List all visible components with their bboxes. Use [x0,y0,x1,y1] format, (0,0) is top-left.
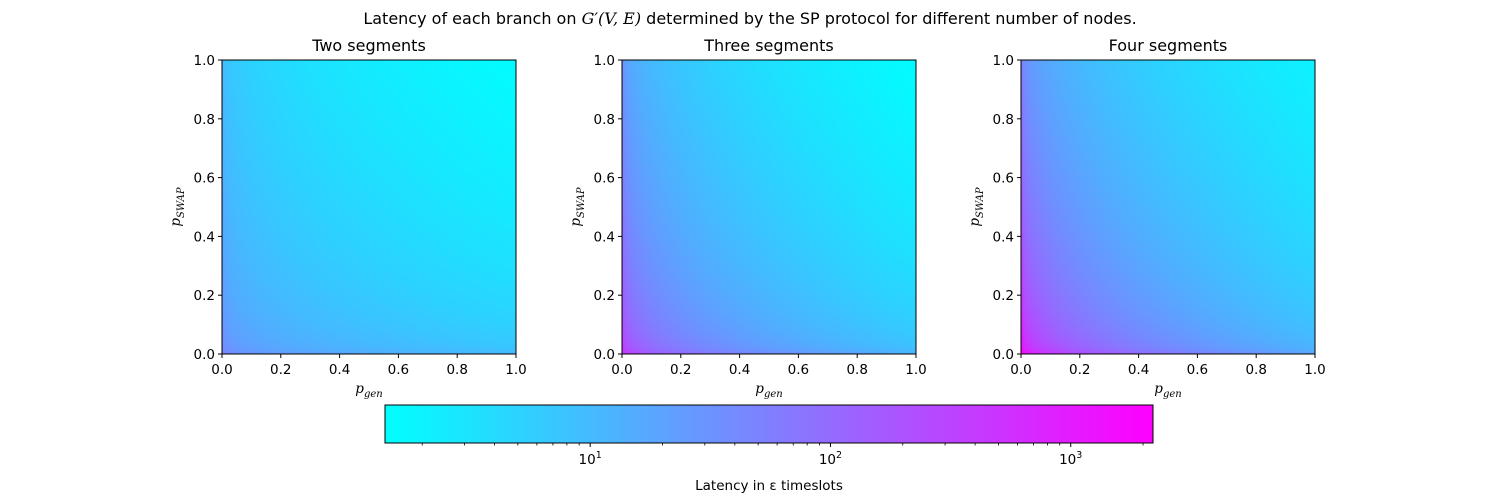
colorbar-gradient [384,404,1154,444]
y-tick-label: 0.0 [594,347,615,363]
subplot-3: Four segments 0.0 0.2 0.4 0.6 0.8 1.0 0.0 0.2 0.4… [967,36,1326,400]
y-tick-label: 0.0 [194,347,215,363]
colorbar-tick-label: 101 [579,450,602,468]
x-tick-label: 0.8 [446,362,467,378]
subplot-title: Three segments [703,36,833,55]
x-tick-label: 0.0 [1010,362,1031,378]
y-tick-label: 1.0 [194,53,215,69]
x-tick-label: 0.2 [1069,362,1090,378]
subplot-1: Two segments 0.0 0.2 0.4 0.6 0.8 1.0 0.0 0.2 0.4 0… [168,36,527,400]
x-tick-label: 1.0 [505,362,526,378]
y-tick-label: 0.8 [194,112,215,128]
x-tick-label: 0.6 [788,362,809,378]
x-tick-label: 0.6 [1187,362,1208,378]
y-tick-label: 1.0 [993,53,1014,69]
y-tick-label: 0.4 [993,229,1014,245]
x-tick-label: 0.4 [729,362,750,378]
y-tick-label: 0.8 [993,112,1014,128]
y-axis-label: pSWAP [168,187,187,227]
y-tick-label: 0.6 [594,171,615,187]
y-axis-label: pSWAP [967,187,986,227]
y-tick-label: 0.6 [993,171,1014,187]
y-tick-label: 0.8 [594,112,615,128]
x-axis-label: pgen [755,381,782,400]
colorbar-tick-label: 102 [819,450,842,468]
x-tick-label: 1.0 [1304,362,1325,378]
y-tick-label: 0.6 [194,171,215,187]
axes-frame [1020,59,1316,355]
figure-title: Latency of each branch on G′(V, E) deter… [363,9,1137,28]
x-tick-label: 0.0 [211,362,232,378]
y-tick-label: 0.0 [993,347,1014,363]
axes-frame [621,59,917,355]
y-tick-label: 1.0 [594,53,615,69]
heatmap-image [1021,60,1315,354]
heatmap-image [222,60,516,354]
y-tick-label: 0.2 [993,288,1014,304]
subplot-title: Four segments [1109,36,1228,55]
x-tick-label: 0.8 [1245,362,1266,378]
y-tick-label: 0.4 [594,229,615,245]
colorbar-label: Latency in ε timeslots [695,478,843,494]
x-tick-label: 0.4 [329,362,350,378]
colorbar: 101 102 103 Latency in ε timeslots [384,404,1154,494]
y-tick-label: 0.2 [594,288,615,304]
x-tick-label: 1.0 [905,362,926,378]
heatmap-image [622,60,916,354]
y-tick-label: 0.4 [194,229,215,245]
x-tick-label: 0.6 [388,362,409,378]
x-tick-label: 0.2 [270,362,291,378]
x-axis-label: pgen [1154,381,1181,400]
subplot-title: Two segments [311,36,426,55]
x-tick-label: 0.8 [846,362,867,378]
subplot-2: Three segments 0.0 0.2 0.4 0.6 0.8 1.0 0.0 0.2 0.… [568,36,927,400]
y-tick-label: 0.2 [194,288,215,304]
x-tick-label: 0.0 [611,362,632,378]
y-axis-label: pSWAP [568,187,587,227]
x-axis-label: pgen [355,381,382,400]
colorbar-tick-label: 103 [1059,450,1082,468]
x-tick-label: 0.4 [1128,362,1149,378]
axes-frame [221,59,517,355]
x-tick-label: 0.2 [670,362,691,378]
